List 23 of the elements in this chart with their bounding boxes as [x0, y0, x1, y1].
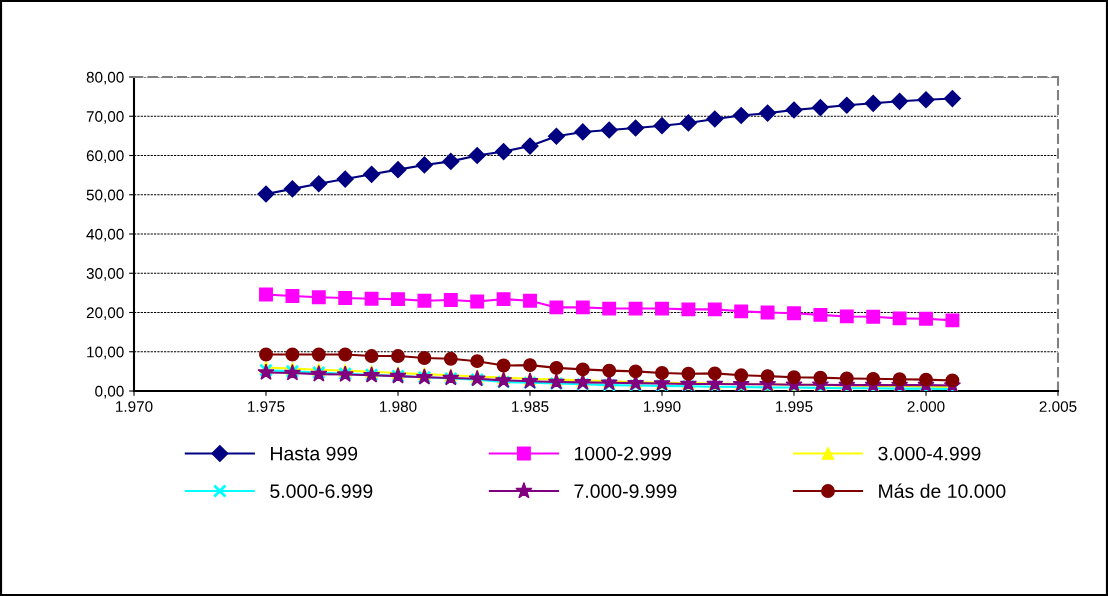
legend-label: Más de 10.000	[879, 483, 1006, 499]
x-tick-label: 2.000	[907, 401, 945, 412]
y-tick-label: 20,00	[86, 307, 124, 320]
y-tick-label: 10,00	[87, 346, 124, 360]
y-tick-label: 80,00	[86, 71, 124, 85]
legend-label: Hasta 999	[271, 446, 358, 461]
legend-label: 7.000-9.999	[574, 484, 677, 499]
x-tick-label: 1.985	[512, 401, 549, 412]
y-tick-label: 50,00	[86, 189, 124, 203]
y-tick-label: 40,00	[86, 228, 124, 242]
x-tick-label: 1.975	[248, 401, 285, 412]
legend-label: 1000-2.999	[574, 446, 671, 461]
y-tick-label: 30,00	[86, 268, 124, 281]
x-tick-label: 1.970	[116, 401, 153, 412]
x-tick-label: 1.980	[380, 401, 417, 412]
y-tick-label: 70,00	[86, 111, 124, 124]
x-tick-label: 2.005	[1039, 401, 1077, 412]
x-tick-label: 1.990	[644, 401, 681, 412]
y-tick-label: 0,00	[95, 385, 124, 399]
x-tick-label: 1.995	[776, 401, 813, 412]
y-tick-label: 60,00	[86, 150, 124, 163]
legend-label: 5.000-6.999	[270, 484, 373, 499]
legend-label: 3.000-4.999	[878, 446, 981, 461]
